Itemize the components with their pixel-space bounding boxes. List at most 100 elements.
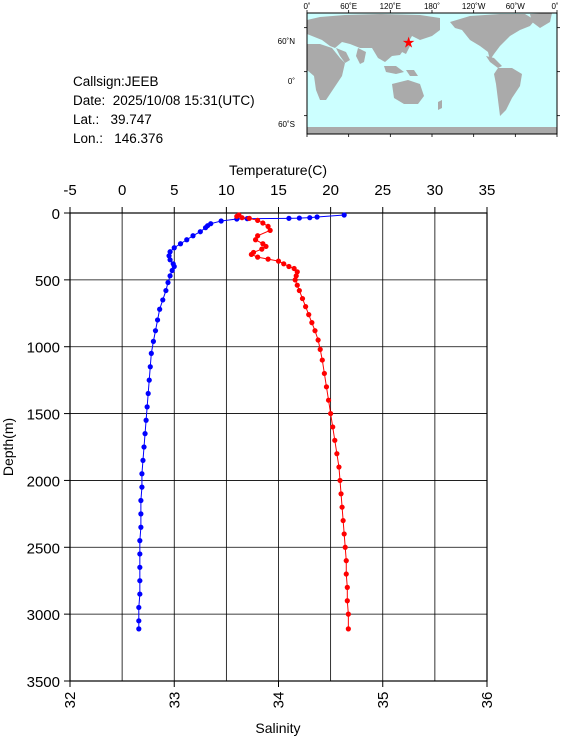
temperature-point <box>137 564 143 570</box>
temperature-point <box>163 287 169 294</box>
temperature-point <box>136 618 142 624</box>
temperature-point <box>142 431 148 437</box>
salinity-point <box>255 217 261 223</box>
salinity-point <box>303 304 309 310</box>
temperature-series <box>136 212 347 632</box>
salinity-point <box>345 626 351 632</box>
map-lon-label-120e: 120˚E <box>380 2 401 11</box>
map-lat-label-60n: 60˚N <box>278 37 296 46</box>
salinity-point <box>248 251 254 258</box>
salinity-point <box>292 277 298 283</box>
map-lat-label-0: 0˚ <box>288 77 295 86</box>
temperature-point <box>139 471 145 477</box>
salinity-point <box>345 611 351 617</box>
salinity-point <box>341 531 347 537</box>
salinity-point <box>319 357 325 363</box>
salinity-line <box>235 214 349 629</box>
salinity-series <box>234 212 351 632</box>
salinity-point <box>340 517 346 524</box>
temperature-point <box>296 215 302 221</box>
date-text: Date: 2025/10/08 15:31(UTC) <box>73 93 255 108</box>
salinity-axis-title: Salinity <box>255 720 300 736</box>
salinity-point <box>255 233 261 239</box>
depth-tick-label: 0 <box>52 206 60 223</box>
salinity-point <box>317 346 323 352</box>
temperature-tick-label: 0 <box>118 182 126 199</box>
temperature-point <box>144 404 150 410</box>
temperature-point <box>171 263 177 270</box>
salinity-point <box>344 598 350 604</box>
temperature-tick-label: 20 <box>322 182 339 199</box>
temperature-point <box>314 214 320 220</box>
salinity-point <box>344 584 350 591</box>
temperature-tick-label: 10 <box>218 182 235 199</box>
map-ticks <box>304 10 560 137</box>
temperature-point <box>167 249 173 255</box>
depth-axis-title: Depth(m) <box>0 418 16 476</box>
temperature-point <box>146 377 152 383</box>
temperature-point <box>137 538 143 544</box>
depth-tick-label: 1000 <box>27 340 60 357</box>
salinity-point <box>338 491 344 497</box>
salinity-point <box>323 384 330 390</box>
temperature-point <box>141 444 147 450</box>
salinity-point <box>259 246 265 252</box>
salinity-point <box>291 265 297 272</box>
salinity-point <box>260 220 266 226</box>
map-lon-label-180: 180˚ <box>424 2 440 11</box>
temperature-point <box>138 524 144 530</box>
temperature-point <box>202 225 209 231</box>
map-land <box>307 13 557 134</box>
callsign-text: Callsign:JEEB <box>73 74 159 89</box>
temperature-point <box>139 484 145 490</box>
temperature-point <box>307 215 313 221</box>
salinity-point <box>321 370 327 377</box>
salinity-point <box>312 328 318 334</box>
salinity-point <box>252 237 259 243</box>
temperature-point <box>160 297 166 303</box>
salinity-point <box>339 504 345 510</box>
salinity-point <box>343 558 349 564</box>
salinity-point <box>328 410 334 417</box>
temperature-point <box>145 390 151 397</box>
temperature-point <box>148 350 154 356</box>
salinity-point <box>293 273 299 279</box>
salinity-point <box>246 215 252 221</box>
depth-tick-labels: 0 500 1000 1500 2000 2500 3000 3500 <box>27 206 60 691</box>
station-info: Callsign:JEEB Date: 2025/10/08 15:31(UTC… <box>73 72 255 148</box>
station-marker-icon: ★ <box>402 35 415 52</box>
salinity-point <box>294 269 300 275</box>
depth-tick-label: 3000 <box>27 607 60 624</box>
map-lon-label-120w: 120˚W <box>462 2 486 11</box>
salinity-point <box>255 254 261 260</box>
temperature-point <box>169 267 175 274</box>
salinity-point <box>296 287 302 294</box>
salinity-point <box>239 215 245 221</box>
axis-ticks <box>64 207 488 687</box>
depth-tick-label: 3500 <box>27 674 60 691</box>
temperature-point <box>157 306 163 312</box>
salinity-tick-label: 33 <box>166 692 183 709</box>
salinity-tick-label: 35 <box>375 692 392 709</box>
salinity-point <box>294 282 300 288</box>
longitude-text: Lon.: 146.376 <box>73 131 164 146</box>
salinity-point <box>334 451 340 457</box>
temperature-point <box>137 551 143 557</box>
temperature-point <box>177 241 184 247</box>
chart-grid <box>70 213 487 681</box>
salinity-point <box>342 544 348 550</box>
salinity-point <box>330 424 336 430</box>
depth-tick-label: 1500 <box>27 407 60 424</box>
map-lat-label-60s: 60˚S <box>278 120 295 129</box>
temperature-point <box>171 245 177 251</box>
depth-tick-label: 500 <box>35 273 60 290</box>
temperature-point <box>138 511 144 517</box>
temperature-tick-label: 5 <box>170 182 178 199</box>
temperature-point <box>137 591 143 597</box>
temperature-point <box>341 212 347 218</box>
map-lon-label-60e: 60˚E <box>340 2 357 11</box>
depth-tick-label: 2000 <box>27 473 60 490</box>
temperature-point <box>197 229 203 235</box>
salinity-point <box>299 295 306 302</box>
